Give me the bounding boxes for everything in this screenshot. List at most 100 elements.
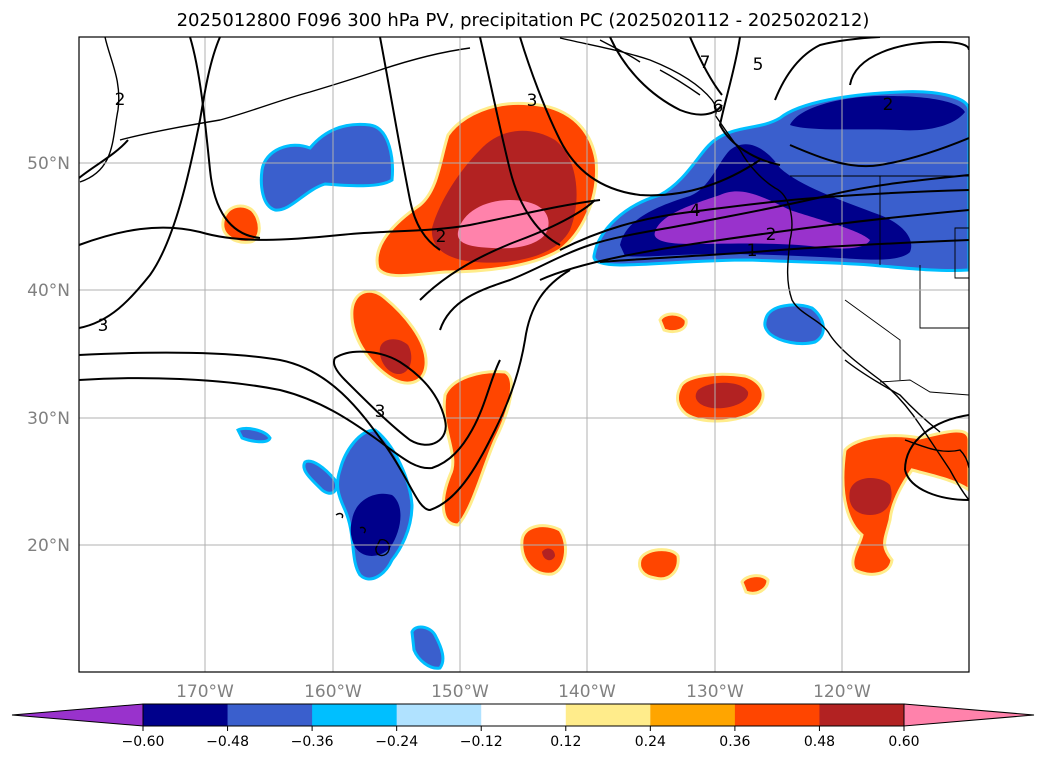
coastline-baja: [844, 359, 941, 433]
pv-contour-north-central: [479, 37, 561, 246]
contour-label: 3: [527, 91, 538, 111]
pv-contour-3-trough-inner: [79, 359, 501, 470]
longitude-labels: 170°W 160°W 150°W 140°W 130°W 120°W: [176, 682, 871, 702]
anomaly-blob-gulf-of-alaska: [790, 95, 965, 131]
pv-contour-central-long: [419, 199, 596, 301]
anomaly-blob-baja: [763, 303, 825, 346]
pv-contour-2-northwest: [79, 199, 601, 246]
anomaly-blob-south: [410, 625, 445, 670]
pv-contour-west-edge: [79, 139, 129, 179]
contour-label: 5: [753, 55, 764, 75]
pv-contour-north-central-2: [379, 37, 441, 251]
anomaly-blob-30n-130w-core: [695, 382, 749, 409]
pv-contour-3-west: [79, 37, 221, 329]
anomaly-blob-west-north: [259, 122, 394, 212]
pv-contour-5: [519, 37, 761, 197]
contour-label: 2: [436, 227, 447, 247]
map-panel: 2 3 3 2 3 4 2 1 5 7 6 2: [79, 37, 969, 672]
figure-title: 2025012800 F096 300 hPa PV, precipitatio…: [177, 10, 870, 31]
colorbar-segment: [396, 704, 482, 726]
contour-label: 2: [883, 95, 894, 115]
colorbar-extend-low: [11, 703, 144, 727]
anomaly-blob-20n-135w: [638, 548, 680, 581]
pv-contour-1: [599, 239, 969, 263]
coastline-hawaii: [335, 512, 390, 557]
anomaly-blob-mexico-core: [849, 478, 892, 515]
anomaly-blob-hawaii-west: [302, 459, 338, 495]
lon-label: 130°W: [686, 682, 744, 702]
lat-label: 20°N: [27, 536, 70, 556]
colorbar-tick-label: 0.36: [719, 734, 750, 750]
pv-contour-5b: [718, 37, 781, 166]
lat-label: 50°N: [27, 154, 70, 174]
anomaly-blob-small-1: [658, 312, 688, 334]
colorbar-tick-label: −0.48: [206, 734, 249, 750]
political-borders: [790, 175, 969, 396]
anomaly-blob-20n-145w: [520, 524, 568, 576]
anomaly-blob-small-west: [236, 426, 272, 444]
coastline-mexico-east: [904, 439, 969, 469]
colorbar-segment: [734, 704, 820, 726]
colorbar-tick-label: 0.12: [550, 734, 581, 750]
contour-label: 2: [115, 90, 126, 110]
colorbar-tick-label: −0.36: [291, 734, 334, 750]
colorbar-extend-high: [903, 703, 1035, 727]
colorbar-segment: [312, 704, 398, 726]
anomaly-blob-20n-145w-core: [542, 548, 555, 561]
contour-labels: 2 3 3 2 3 4 2 1 5 7 6 2: [98, 53, 894, 422]
anomaly-blob-17n-130w: [740, 574, 770, 595]
lon-label: 160°W: [304, 682, 362, 702]
coastline-asia-northwest: [79, 37, 120, 183]
pv-contour-6: [609, 37, 723, 116]
pv-contour-4-ridge: [439, 174, 969, 331]
pv-contour-3-trough-outer: [79, 269, 571, 512]
coastline-alaska-gulf: [559, 37, 717, 116]
colorbar-segment: [819, 704, 905, 726]
coastlines: [79, 37, 969, 557]
pv-contour-3-loop: [332, 350, 447, 446]
pv-contour-7: [689, 37, 723, 96]
colorbar-segment: [227, 704, 313, 726]
contour-label: 6: [713, 97, 724, 117]
anomaly-blob-mexico: [841, 429, 969, 576]
anomaly-blob-northeast-pacific-core: [654, 191, 870, 249]
lon-label: 150°W: [431, 682, 489, 702]
contour-label: 2: [766, 225, 777, 245]
contour-label: 1: [747, 241, 758, 261]
colorbar: −0.60 −0.48 −0.36 −0.24 −0.12 0.12 0.24 0.36 0.4…: [11, 703, 1035, 750]
contour-label: 3: [375, 402, 386, 422]
colorbar-tick-label: −0.12: [460, 734, 503, 750]
coastline-north-america-west: [714, 114, 969, 501]
lat-label: 40°N: [27, 281, 70, 301]
pv-contour-2a: [539, 209, 969, 281]
pv-contours: [79, 37, 969, 512]
lon-label: 140°W: [558, 682, 616, 702]
lon-label: 120°W: [813, 682, 871, 702]
pv-contour-mexico: [904, 414, 969, 501]
coastline-alaska-islands: [599, 39, 701, 96]
colorbar-tick-label: 0.60: [888, 734, 919, 750]
colorbar-tick-label: 0.24: [635, 734, 666, 750]
contour-label: 4: [690, 201, 701, 221]
anomaly-blob-hawaii-core: [350, 493, 401, 556]
gridlines: [79, 37, 969, 672]
map-frame: [78, 36, 970, 673]
contour-label: 7: [700, 53, 711, 73]
pv-contour-northeast-loop: [774, 37, 969, 101]
colorbar-segment: [565, 704, 651, 726]
latitude-labels: 50°N 40°N 30°N 20°N: [27, 154, 70, 556]
colorbar-tick-label: −0.24: [375, 734, 418, 750]
colorbar-segment: [143, 704, 229, 726]
border-us-mexico: [879, 379, 969, 396]
colorbar-tick-label: −0.60: [122, 734, 165, 750]
pv-contour-2-north-west-loop: [189, 37, 261, 239]
colorbar-segment: [650, 704, 736, 726]
border-states: [844, 176, 969, 380]
coastline-aleutians: [119, 47, 471, 141]
lat-label: 30°N: [27, 409, 70, 429]
lon-label: 170°W: [176, 682, 234, 702]
pv-contour-inner-ne: [789, 137, 969, 168]
colorbar-tick-label: 0.48: [804, 734, 835, 750]
contour-label: 3: [98, 316, 109, 336]
